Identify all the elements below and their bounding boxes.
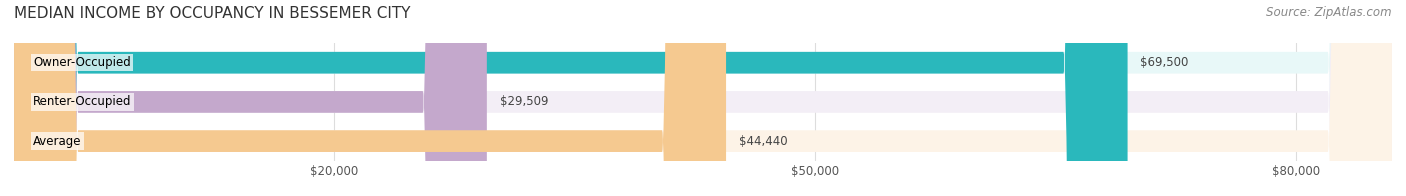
Text: Average: Average	[34, 135, 82, 148]
FancyBboxPatch shape	[14, 0, 1392, 196]
Text: $69,500: $69,500	[1140, 56, 1188, 69]
Text: Source: ZipAtlas.com: Source: ZipAtlas.com	[1267, 6, 1392, 19]
Text: Owner-Occupied: Owner-Occupied	[34, 56, 131, 69]
FancyBboxPatch shape	[14, 0, 1392, 196]
Text: Renter-Occupied: Renter-Occupied	[34, 95, 132, 108]
Text: MEDIAN INCOME BY OCCUPANCY IN BESSEMER CITY: MEDIAN INCOME BY OCCUPANCY IN BESSEMER C…	[14, 6, 411, 21]
Text: $44,440: $44,440	[740, 135, 787, 148]
Text: $29,509: $29,509	[499, 95, 548, 108]
FancyBboxPatch shape	[14, 0, 1392, 196]
FancyBboxPatch shape	[14, 0, 725, 196]
FancyBboxPatch shape	[14, 0, 486, 196]
FancyBboxPatch shape	[14, 0, 1128, 196]
